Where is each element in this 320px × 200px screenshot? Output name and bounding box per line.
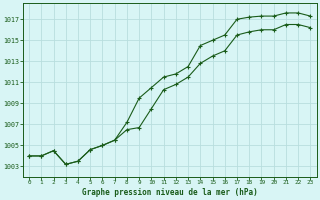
X-axis label: Graphe pression niveau de la mer (hPa): Graphe pression niveau de la mer (hPa) [82,188,258,197]
